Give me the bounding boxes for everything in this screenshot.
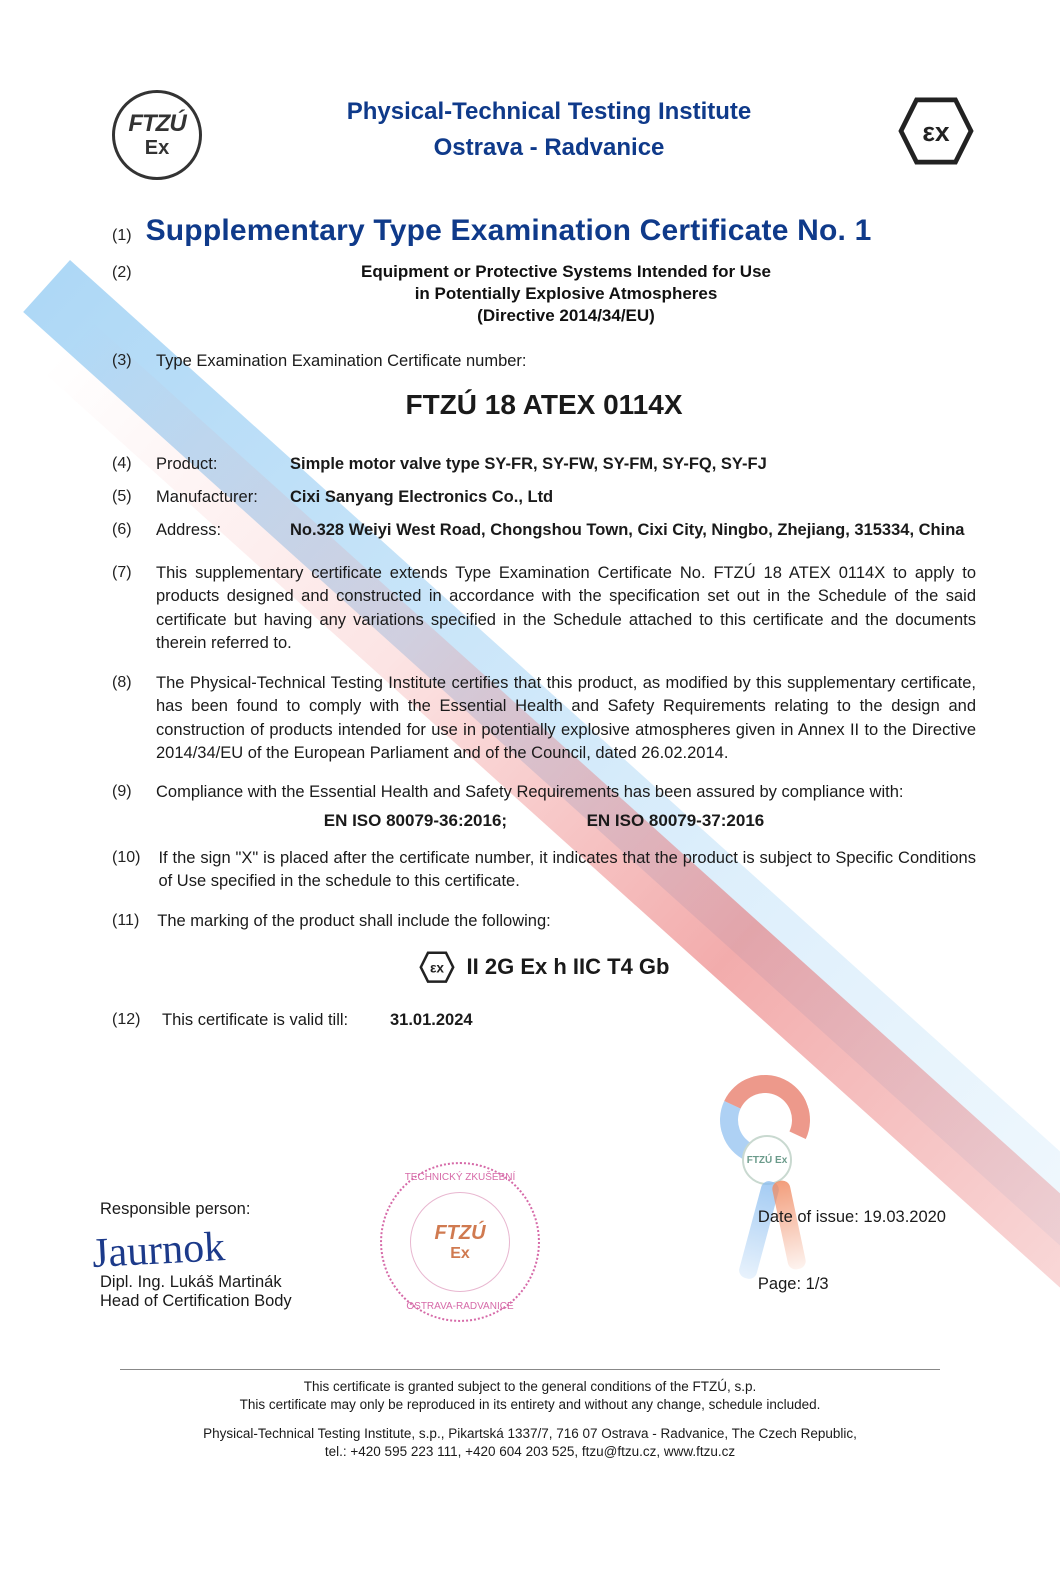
signature-right: Date of issue: 19.03.2020 Page: 1/3 [758, 1208, 946, 1294]
ex-hexagon-icon: εx [896, 96, 976, 166]
product-label: Product: [156, 455, 272, 474]
item-number-9: (9) [112, 781, 138, 804]
item-10: (10) If the sign "X" is placed after the… [112, 847, 976, 894]
item-8: (8) The Physical-Technical Testing Insti… [112, 672, 976, 766]
standards-line: EN ISO 80079-36:2016; EN ISO 80079-37:20… [112, 811, 976, 831]
footer-line1: This certificate is granted subject to t… [80, 1378, 980, 1396]
stamp-icon: TECHNICKÝ ZKUŠEBNÍ FTZÚ Ex OSTRAVA-RADVA… [380, 1162, 540, 1322]
stamp-center-2: Ex [450, 1245, 470, 1263]
signer-name: Dipl. Ing. Lukáš Martinák [100, 1273, 360, 1292]
institute-name: Physical-Technical Testing Institute Ost… [222, 90, 876, 162]
svg-text:εx: εx [922, 117, 950, 147]
item-11-text: The marking of the product shall include… [157, 910, 976, 933]
marking-row: εx II 2G Ex h IIC T4 Gb [112, 951, 976, 983]
item-9: (9) Compliance with the Essential Health… [112, 781, 976, 804]
footer-line3: Physical-Technical Testing Institute, s.… [80, 1425, 980, 1443]
logo-line2: Ex [145, 138, 169, 158]
footer-line4: tel.: +420 595 223 111, +420 604 203 525… [80, 1443, 980, 1461]
institute-line2: Ostrava - Radvanice [222, 134, 876, 162]
signature-left: Responsible person: Jaurnok Dipl. Ing. L… [100, 1200, 360, 1311]
institute-line1: Physical-Technical Testing Institute [222, 98, 876, 126]
item-10-text: If the sign "X" is placed after the cert… [158, 847, 976, 894]
date-of-issue-label: Date of issue: [758, 1208, 863, 1226]
item-12: (12) This certificate is valid till: 31.… [112, 1011, 976, 1030]
certificate-title-row: (1) Supplementary Type Examination Certi… [112, 214, 976, 248]
item-9-text: Compliance with the Essential Health and… [156, 781, 976, 804]
manufacturer-value: Cixi Sanyang Electronics Co., Ltd [290, 488, 976, 507]
item-number-10: (10) [112, 847, 140, 894]
address-label: Address: [156, 521, 272, 540]
svg-text:εx: εx [429, 961, 443, 976]
item-number-8: (8) [112, 672, 138, 766]
item-number-4: (4) [112, 455, 138, 474]
footer-line2: This certificate may only be reproduced … [80, 1396, 980, 1414]
valid-label: This certificate is valid till: [162, 1011, 372, 1030]
standard-a: EN ISO 80079-36:2016; [324, 811, 507, 830]
logo-line1: FTZÚ [128, 112, 185, 136]
item-4: (4) Product: Simple motor valve type SY-… [112, 455, 976, 474]
signature-scribble: Jaurnok [91, 1216, 361, 1278]
standard-b: EN ISO 80079-37:2016 [587, 811, 765, 830]
marking-text: II 2G Ex h IIC T4 Gb [467, 954, 670, 980]
date-of-issue-value: 19.03.2020 [863, 1208, 946, 1226]
address-value: No.328 Weiyi West Road, Chongshou Town, … [290, 521, 976, 540]
subtitle-line2: in Potentially Explosive Atmospheres [156, 284, 976, 304]
manufacturer-label: Manufacturer: [156, 488, 272, 507]
item-7: (7) This supplementary certificate exten… [112, 562, 976, 656]
responsible-person-label: Responsible person: [100, 1200, 360, 1219]
ribbon-medal-text: FTZÚ Ex [742, 1135, 792, 1185]
item-number-12: (12) [112, 1011, 144, 1030]
header: FTZÚ Ex Physical-Technical Testing Insti… [112, 90, 976, 180]
item-number-6: (6) [112, 521, 138, 540]
certificate-title: Supplementary Type Examination Certifica… [146, 214, 872, 248]
subtitle-line3: (Directive 2014/34/EU) [156, 306, 976, 326]
ex-mini-hexagon-icon: εx [419, 951, 455, 983]
signer-role: Head of Certification Body [100, 1292, 360, 1311]
item-5: (5) Manufacturer: Cixi Sanyang Electroni… [112, 488, 976, 507]
item-3-text: Type Examination Examination Certificate… [156, 352, 527, 371]
footer: This certificate is granted subject to t… [0, 1369, 1060, 1461]
stamp-ring-top: TECHNICKÝ ZKUŠEBNÍ [382, 1172, 538, 1183]
item-6: (6) Address: No.328 Weiyi West Road, Cho… [112, 521, 976, 540]
ftzu-logo-icon: FTZÚ Ex [112, 90, 202, 180]
page-label: Page: [758, 1275, 806, 1293]
certificate-number: FTZÚ 18 ATEX 0114X [112, 389, 976, 421]
item-number-11: (11) [112, 910, 139, 933]
item-number-2: (2) [112, 262, 138, 282]
subtitle-line1: Equipment or Protective Systems Intended… [156, 262, 976, 282]
subtitle-row: (2) Equipment or Protective Systems Inte… [112, 262, 976, 352]
stamp-center-1: FTZÚ [434, 1222, 485, 1245]
item-number-1: (1) [112, 227, 132, 245]
item-number-5: (5) [112, 488, 138, 507]
item-number-3: (3) [112, 352, 138, 371]
item-number-7: (7) [112, 562, 138, 656]
item-8-text: The Physical-Technical Testing Institute… [156, 672, 976, 766]
valid-value: 31.01.2024 [390, 1011, 473, 1030]
item-7-text: This supplementary certificate extends T… [156, 562, 976, 656]
page-value: 1/3 [806, 1275, 829, 1293]
item-11: (11) The marking of the product shall in… [112, 910, 976, 933]
stamp-ring-bottom: OSTRAVA-RADVANICE [382, 1301, 538, 1312]
product-value: Simple motor valve type SY-FR, SY-FW, SY… [290, 455, 976, 474]
item-3: (3) Type Examination Examination Certifi… [112, 352, 976, 371]
